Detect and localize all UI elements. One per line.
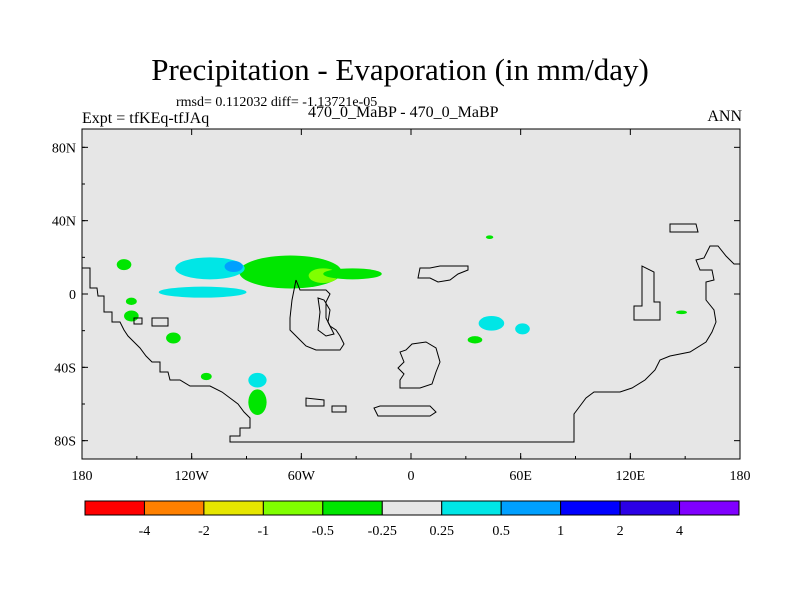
colorbar-swatch — [679, 500, 740, 516]
anomaly-cell-14 — [515, 323, 530, 335]
colorbar-label: -0.25 — [368, 524, 397, 539]
anomaly-cell-0 — [116, 259, 132, 271]
x-tick-label: 60E — [509, 469, 532, 484]
coastline-americas — [81, 245, 740, 443]
x-tick-label: 60W — [288, 469, 316, 484]
coastline-east-block — [633, 265, 661, 321]
colorbar-swatch — [619, 500, 681, 516]
coastline-africa — [417, 265, 469, 283]
anomaly-cell-5 — [248, 389, 267, 415]
chart-title: Precipitation - Evaporation (in mm/day) — [151, 52, 649, 87]
anomaly-cell-15 — [467, 336, 483, 344]
y-tick-label: 40S — [54, 361, 76, 376]
anomaly-cell-11 — [224, 261, 243, 272]
anomaly-cell-12 — [248, 372, 267, 388]
anomaly-cell-13 — [478, 316, 505, 331]
season-label: ANN — [707, 108, 742, 125]
anomaly-cell-4 — [200, 372, 212, 381]
experiment-label: Expt = tfKEq-tfJAq — [82, 110, 210, 127]
colorbar-label: 0.25 — [429, 524, 454, 539]
axis-ticks — [81, 129, 741, 459]
anomaly-cell-17 — [676, 310, 687, 315]
y-tick-label: 0 — [69, 288, 76, 303]
axis-tick-labels: 180 120W 60W 0 60E 120E 180 80N 40N 0 40S 80S — [52, 141, 751, 484]
anomaly-cell-8 — [323, 268, 382, 280]
anomaly-cell-16 — [485, 235, 494, 240]
anomaly-cell-3 — [166, 332, 181, 344]
colorbar-label: -2 — [198, 524, 210, 539]
coastline-small-island-d — [151, 317, 169, 327]
colorbar-label: 4 — [676, 524, 683, 539]
x-tick-label: 180 — [72, 469, 93, 484]
colorbar-swatch — [143, 500, 205, 516]
coastline-indian-island — [397, 341, 441, 389]
colorbar-label: -0.5 — [312, 524, 334, 539]
coastline-south-america — [289, 279, 345, 351]
colorbar-label: -4 — [139, 524, 151, 539]
coastline-layer — [81, 223, 740, 443]
colorbar-swatch — [262, 500, 324, 516]
coastline-small-island-c — [133, 317, 143, 325]
stats-line: rmsd= 0.112032 diff= -1.13721e-05 — [176, 95, 378, 110]
y-tick-label: 80N — [52, 141, 76, 156]
y-tick-label: 80S — [54, 435, 76, 450]
colorbar-label: 0.5 — [492, 524, 510, 539]
coastline-antarctic-shelf — [373, 405, 437, 417]
coastline-small-island-b — [331, 405, 347, 413]
anomaly-cell-2 — [124, 310, 139, 322]
colorbar-swatch — [203, 500, 264, 516]
colorbar-swatch — [500, 500, 562, 516]
colorbar-swatch — [560, 500, 621, 516]
x-tick-label: 120W — [175, 469, 210, 484]
colorbar-swatch — [381, 500, 443, 516]
y-tick-label: 40N — [52, 215, 76, 230]
x-tick-label: 0 — [408, 469, 415, 484]
colorbar-swatch — [322, 500, 383, 516]
anomaly-cell-10 — [158, 286, 247, 298]
anomaly-layer — [116, 235, 687, 415]
colorbar-label: 1 — [557, 524, 564, 539]
colorbar-swatch — [84, 500, 145, 516]
colorbar-swatch — [441, 500, 502, 516]
colorbar-label: -1 — [258, 524, 270, 539]
coastline-inner-land — [317, 297, 335, 337]
x-tick-label: 120E — [616, 469, 646, 484]
coastline-northeast-block — [669, 223, 699, 233]
colorbar-label: 2 — [617, 524, 624, 539]
colorbar: -4 -2 -1 -0.5 -0.25 0.25 0.5 1 2 4 — [84, 500, 740, 539]
x-tick-label: 180 — [730, 469, 751, 484]
case-label: 470_0_MaBP - 470_0_MaBP — [308, 104, 499, 121]
anomaly-cell-1 — [125, 297, 137, 306]
coastline-small-island-a — [305, 397, 325, 407]
